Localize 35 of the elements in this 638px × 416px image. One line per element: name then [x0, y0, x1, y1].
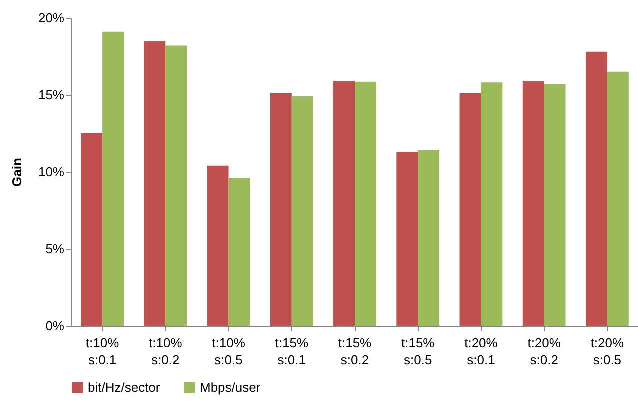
y-tick-label: 0% [46, 318, 65, 334]
y-tick-label: 10% [38, 164, 65, 180]
bar [270, 93, 292, 326]
x-tick-label: t:10% s:0.5 [212, 336, 246, 368]
bar [460, 93, 482, 326]
x-tick-label: t:10% s:0.1 [86, 336, 120, 368]
bar [544, 84, 566, 326]
bar [607, 72, 629, 326]
bar [396, 152, 418, 326]
bar [418, 150, 440, 326]
x-tick-label: t:15% s:0.1 [275, 336, 309, 368]
x-tick-label: t:10% s:0.2 [149, 336, 183, 368]
bar [522, 81, 544, 326]
bar [292, 96, 314, 326]
bar [355, 82, 376, 326]
bar [144, 41, 166, 326]
x-tick-label: t:20% s:0.2 [528, 336, 562, 368]
bar [207, 166, 229, 326]
bar [166, 46, 188, 326]
y-tick-label: 20% [38, 10, 65, 26]
y-axis-title: Gain [9, 158, 24, 187]
bar [481, 82, 503, 326]
y-tick-label: 15% [38, 88, 65, 102]
legend-label: bit/Hz/sector [88, 380, 161, 395]
y-tick-label: 5% [46, 242, 65, 256]
x-tick-label: t:20% s:0.5 [590, 336, 625, 368]
bar [228, 178, 250, 326]
bar [586, 52, 608, 326]
bar [334, 81, 355, 326]
x-tick-label: t:15% s:0.2 [338, 336, 372, 368]
x-tick-label: t:20% s:0.1 [464, 336, 498, 368]
bar [102, 32, 124, 326]
bar [81, 134, 103, 326]
x-tick-label: t:15% s:0.5 [401, 336, 436, 368]
legend-label: Mbps/user [200, 380, 262, 395]
